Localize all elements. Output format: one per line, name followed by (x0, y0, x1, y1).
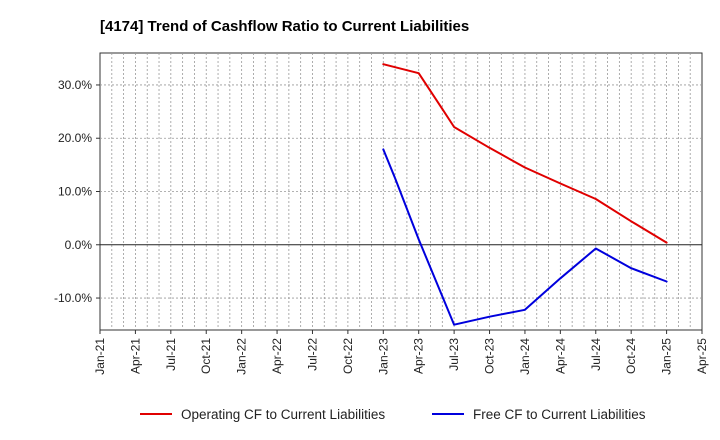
legend-label: Free CF to Current Liabilities (473, 407, 646, 422)
series-line-free-cf (382, 148, 668, 326)
x-tick-label: Apr-24 (553, 338, 567, 374)
x-tick-label: Jul-22 (305, 338, 319, 371)
series-line-operating-cf (382, 63, 668, 244)
x-tick-label: Jul-21 (164, 338, 178, 371)
y-tick-label: 30.0% (58, 78, 92, 92)
y-tick-label: 10.0% (58, 185, 92, 199)
y-tick-label: -10.0% (54, 291, 92, 305)
x-tick-label: Jul-24 (589, 338, 603, 371)
axes-layer: 30.0% 20.0% 10.0% 0.0% -10.0% Jan-21 Apr-21 Jul… (54, 78, 709, 375)
y-tick-label: 20.0% (58, 131, 92, 145)
x-tick-label: Jan-25 (660, 338, 674, 375)
x-tick-label: Jan-24 (518, 338, 532, 375)
x-tick-label: Jan-22 (235, 338, 249, 375)
chart-title: [4174] Trend of Cashflow Ratio to Curren… (100, 18, 469, 35)
x-tick-label: Apr-21 (128, 338, 142, 374)
x-tick-label: Apr-23 (412, 338, 426, 374)
legend-label: Operating CF to Current Liabilities (181, 407, 385, 422)
x-tick-label: Jan-21 (93, 338, 107, 375)
legend: Operating CF to Current Liabilities Free … (140, 407, 646, 422)
x-tick-label: Oct-21 (199, 338, 213, 374)
x-tick-label: Oct-24 (624, 338, 638, 374)
x-tick-label: Oct-23 (483, 338, 497, 374)
x-tick-label: Jul-23 (447, 338, 461, 371)
x-tick-label: Oct-22 (341, 338, 355, 374)
x-tick-label: Jan-23 (376, 338, 390, 375)
series-layer (382, 63, 668, 326)
y-tick-label: 0.0% (65, 238, 93, 252)
x-tick-label: Apr-22 (270, 338, 284, 374)
x-tick-label: Apr-25 (695, 338, 709, 374)
